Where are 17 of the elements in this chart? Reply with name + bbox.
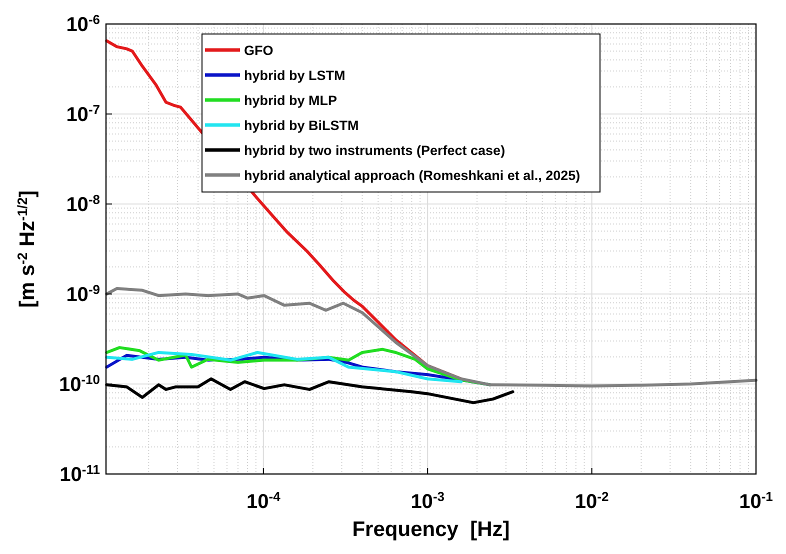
x-axis-title: Frequency [Hz] — [352, 518, 510, 541]
x-tick-label: 10$^{-3}$ — [410, 488, 445, 513]
y-tick-label: 10$^{-8}$ — [66, 192, 100, 216]
y-tick-label: 10$^{-10}$ — [58, 372, 100, 396]
legend-label: hybrid by two instruments (Perfect case) — [244, 143, 506, 158]
legend-label: GFO — [244, 43, 274, 58]
x-tick-label: 10$^{-2}$ — [574, 488, 609, 513]
y-tick-label: 10$^{-11}$ — [60, 462, 100, 486]
legend-label: hybrid by BiLSTM — [244, 118, 359, 133]
legend-label: hybrid analytical approach (Romeshkani et al., 2025) — [244, 168, 580, 183]
y-tick-label: 10$^{-6}$ — [66, 12, 100, 36]
y-tick-label: 10$^{-7}$ — [66, 102, 100, 126]
legend-label: hybrid by MLP — [244, 93, 338, 108]
x-tick-label: 10$^{-4}$ — [246, 488, 282, 513]
x-tick-label: 10$^{-1}$ — [739, 488, 773, 513]
y-tick-label: 10$^{-9}$ — [66, 282, 100, 306]
legend-label: hybrid by LSTM — [244, 68, 346, 83]
